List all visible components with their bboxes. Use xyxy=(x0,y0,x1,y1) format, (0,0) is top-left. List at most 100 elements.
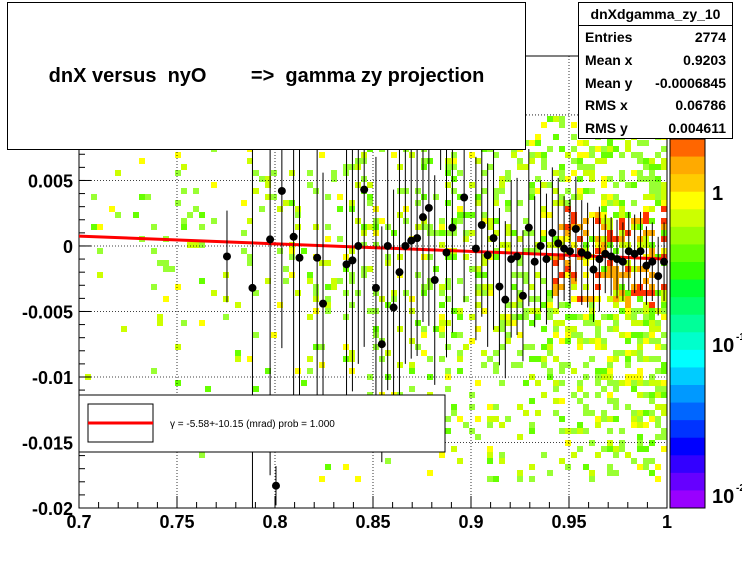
histogram-cell xyxy=(607,296,613,302)
histogram-cell xyxy=(529,284,535,290)
histogram-cell xyxy=(625,350,631,356)
histogram-cell xyxy=(637,308,643,314)
histogram-cell xyxy=(505,230,511,236)
histogram-cell xyxy=(511,302,517,308)
histogram-cell xyxy=(475,416,481,422)
histogram-cell xyxy=(535,296,541,302)
histogram-cell xyxy=(601,206,607,212)
histogram-cell xyxy=(181,224,187,230)
histogram-cell xyxy=(481,272,487,278)
histogram-cell xyxy=(313,188,319,194)
profile-point xyxy=(583,251,592,260)
histogram-cell xyxy=(577,158,583,164)
histogram-cell xyxy=(637,368,643,374)
histogram-cell xyxy=(655,152,661,158)
histogram-cell xyxy=(589,212,595,218)
histogram-cell xyxy=(523,380,529,386)
profile-point xyxy=(266,235,275,244)
histogram-cell xyxy=(529,476,535,482)
histogram-cell xyxy=(277,248,283,254)
histogram-cell xyxy=(391,152,397,158)
histogram-cell xyxy=(559,170,565,176)
histogram-cell xyxy=(595,416,601,422)
histogram-cell xyxy=(649,302,655,308)
histogram-cell xyxy=(655,380,661,386)
histogram-cell xyxy=(505,224,511,230)
histogram-cell xyxy=(601,446,607,452)
histogram-cell xyxy=(625,308,631,314)
histogram-cell xyxy=(649,440,655,446)
histogram-cell xyxy=(619,272,625,278)
histogram-cell xyxy=(619,212,625,218)
histogram-cell xyxy=(595,296,601,302)
histogram-cell xyxy=(631,350,637,356)
histogram-cell xyxy=(427,356,433,362)
histogram-cell xyxy=(643,308,649,314)
histogram-cell xyxy=(439,332,445,338)
histogram-cell xyxy=(625,302,631,308)
histogram-cell xyxy=(523,140,529,146)
histogram-cell xyxy=(637,416,643,422)
histogram-cell xyxy=(517,470,523,476)
histogram-cell xyxy=(565,428,571,434)
profile-point xyxy=(383,241,392,250)
histogram-cell xyxy=(139,158,145,164)
histogram-cell xyxy=(505,248,511,254)
histogram-cell xyxy=(595,392,601,398)
histogram-cell xyxy=(151,224,157,230)
profile-point xyxy=(518,291,527,300)
histogram-cell xyxy=(157,260,163,266)
colorbar-exponent: -1 xyxy=(736,332,742,343)
histogram-cell xyxy=(115,212,121,218)
stats-value: 2774 xyxy=(694,29,726,45)
x-tick-label: 0.8 xyxy=(262,512,287,532)
histogram-cell xyxy=(211,290,217,296)
histogram-cell xyxy=(199,278,205,284)
histogram-cell xyxy=(457,206,463,212)
histogram-cell xyxy=(649,458,655,464)
histogram-cell xyxy=(409,152,415,158)
histogram-cell xyxy=(583,170,589,176)
histogram-cell xyxy=(649,188,655,194)
histogram-cell xyxy=(595,452,601,458)
histogram-cell xyxy=(661,200,667,206)
colorbar-segment xyxy=(670,226,705,245)
histogram-cell xyxy=(493,326,499,332)
histogram-cell xyxy=(511,314,517,320)
histogram-cell xyxy=(421,332,427,338)
histogram-cell xyxy=(559,224,565,230)
histogram-cell xyxy=(625,182,631,188)
histogram-cell xyxy=(451,446,457,452)
histogram-cell xyxy=(655,356,661,362)
histogram-cell xyxy=(559,398,565,404)
profile-point xyxy=(342,260,351,269)
histogram-cell xyxy=(649,398,655,404)
y-tick-label: -0.02 xyxy=(32,499,73,519)
histogram-cell xyxy=(607,176,613,182)
histogram-cell xyxy=(571,284,577,290)
profile-point xyxy=(489,234,498,243)
histogram-cell xyxy=(643,158,649,164)
histogram-cell xyxy=(619,308,625,314)
histogram-cell xyxy=(529,344,535,350)
histogram-cell xyxy=(319,362,325,368)
histogram-cell xyxy=(289,248,295,254)
histogram-cell xyxy=(613,182,619,188)
histogram-cell xyxy=(145,194,151,200)
fit-line xyxy=(78,234,668,261)
histogram-cell xyxy=(649,170,655,176)
histogram-cell xyxy=(289,170,295,176)
histogram-cell xyxy=(403,188,409,194)
histogram-cell xyxy=(619,332,625,338)
histogram-cell xyxy=(613,326,619,332)
histogram-cell xyxy=(625,338,631,344)
histogram-cell xyxy=(541,158,547,164)
histogram-cell xyxy=(649,308,655,314)
histogram-cell xyxy=(445,182,451,188)
histogram-cell xyxy=(643,140,649,146)
histogram-cell xyxy=(481,284,487,290)
histogram-cell xyxy=(109,206,115,212)
stats-label: Mean x xyxy=(585,51,633,68)
histogram-cell xyxy=(541,182,547,188)
histogram-cell xyxy=(661,428,667,434)
